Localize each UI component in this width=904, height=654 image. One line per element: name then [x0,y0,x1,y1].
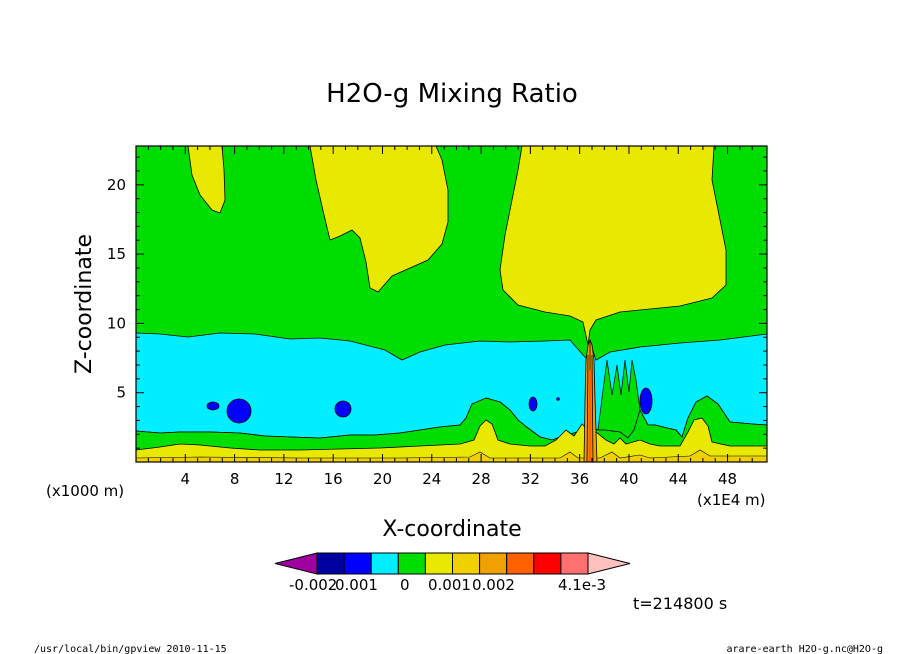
colorbar-label-6: 4.1e-3 [558,576,606,594]
colorbar-swatch [370,552,399,575]
blob-blue-2 [226,398,252,424]
x-tick-label: 28 [472,470,491,488]
blob-blue-5 [639,387,653,415]
colorbar-swatch [587,552,631,575]
tower-line-3 [591,354,594,462]
blob-blue-3 [334,400,352,418]
colorbar-swatch [274,552,318,575]
field-yellow-upper-3 [499,146,727,346]
plot-frame [135,145,768,463]
footer-left: /usr/local/bin/gpview 2010-11-15 [34,644,227,654]
field-cyan [136,332,767,441]
x-tick-label: 32 [521,470,540,488]
tower-core [588,370,592,462]
y-tick-label: 10 [107,314,126,332]
x-axis-title: X-coordinate [382,517,521,542]
tower-line-1 [586,354,589,462]
colorbar-label-5: 0.002 [472,576,515,594]
colorbar-label-2: 0.001 [335,576,378,594]
field-yellow-lower [136,417,767,462]
y-tick-label: 20 [107,176,126,194]
x-tick-label: 4 [181,470,191,488]
colorbar-swatch [397,552,426,575]
blob-blue-4 [528,396,538,412]
field-yellow-upper-1 [187,146,226,214]
x-tick-label: 20 [373,470,392,488]
x-tick-label: 8 [230,470,240,488]
contour-field [136,146,767,462]
colorbar-swatch [452,552,481,575]
colorbar-swatch [533,552,562,575]
y-axis-title: Z-coordinate [72,234,97,374]
colorbar-swatch [424,552,453,575]
colorbar-label-4: 0.001 [428,576,471,594]
chart-title: H2O-g Mixing Ratio [326,79,578,109]
y-unit-label: (x1000 m) [46,482,124,500]
colorbar [274,552,631,575]
y-tick-label: 5 [116,384,126,402]
x-tick-label: 36 [570,470,589,488]
colorbar-swatch [560,552,589,575]
x-tick-label: 16 [324,470,343,488]
blob-blue-1 [206,401,220,411]
colorbar-label-3: 0 [400,576,410,594]
field-orange-bottom [136,449,767,462]
x-tick-label: 48 [718,470,737,488]
x-unit-label: (x1E4 m) [697,491,766,509]
time-label: t=214800 s [633,594,727,613]
x-tick-label: 44 [669,470,688,488]
x-tick-label: 12 [274,470,293,488]
colorbar-label-1: -0.002 [289,576,337,594]
x-tick-label: 24 [422,470,441,488]
footer-right: arare-earth_H2O-g.nc@H2O-g [726,644,883,654]
colorbar-swatch [506,552,535,575]
y-tick-label: 15 [107,245,126,263]
colorbar-swatch [316,552,345,575]
blob-blue-6 [556,397,560,401]
colorbar-swatch [343,552,372,575]
x-tick-label: 40 [619,470,638,488]
field-yellow-upper-2 [309,146,449,293]
colorbar-swatch [479,552,508,575]
